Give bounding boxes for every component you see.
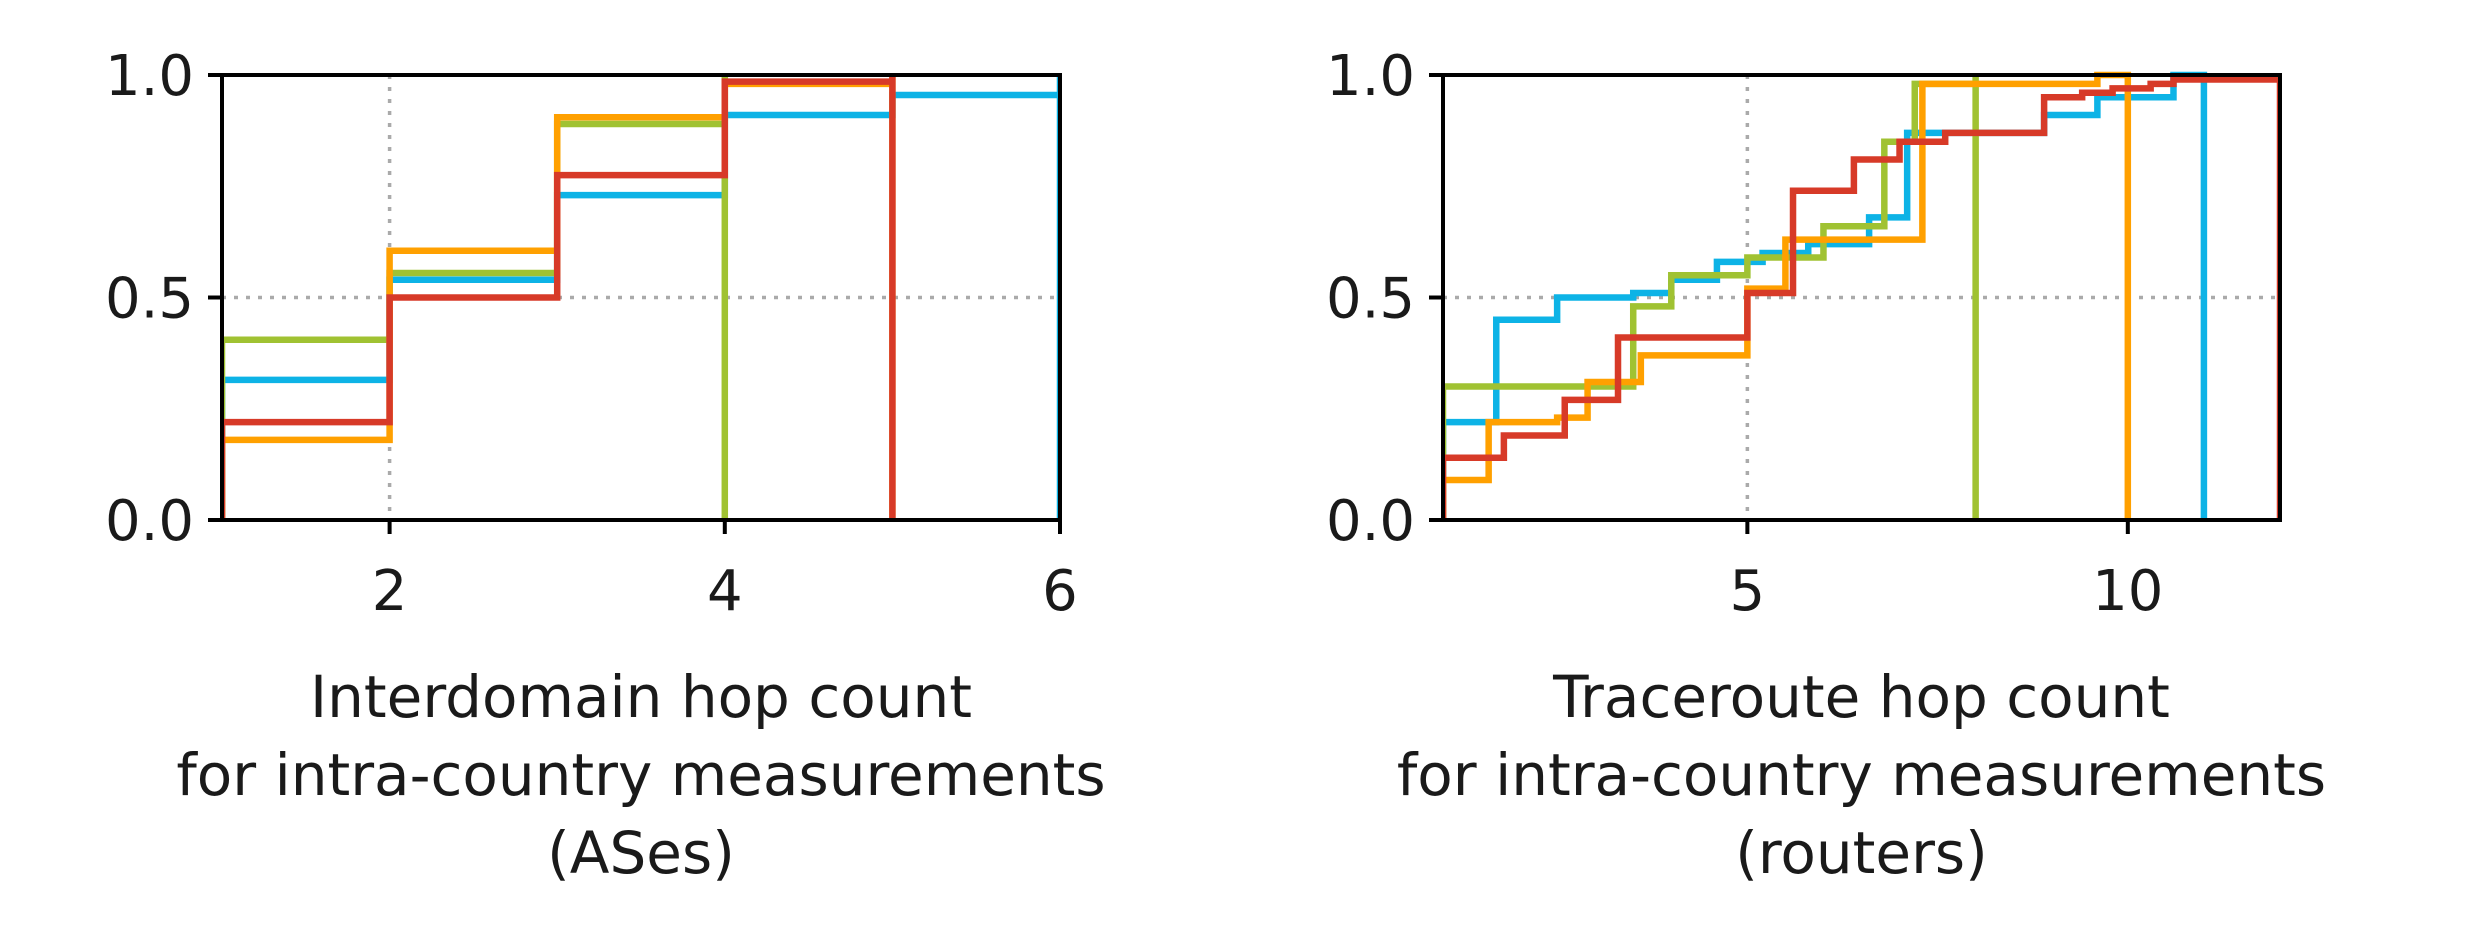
- left-xtick-label-0: 2: [372, 559, 408, 624]
- left-xlabel-line-0: Interdomain hop count: [310, 663, 972, 731]
- left-xlabel-line-1: for intra-country measurements: [176, 741, 1105, 809]
- left-series-3: [222, 75, 896, 520]
- left-xtick-label-1: 4: [707, 559, 743, 624]
- right-xtick-label-1: 10: [2092, 559, 2163, 624]
- left-plot-frame: [220, 73, 1062, 522]
- right-xtick-label-0: 5: [1730, 559, 1766, 624]
- left-ytick-label-0: 0.0: [105, 489, 194, 554]
- left-xtick-label-2: 6: [1042, 559, 1078, 624]
- right-chart-panel: 5 10 0.0 0.5 1.0 Traceroute hop count for intr…: [1326, 44, 2326, 887]
- right-series-2: [1443, 71, 2132, 520]
- right-xlabel-line-2: (routers): [1735, 819, 1988, 887]
- left-series-0: [222, 75, 1060, 520]
- right-series-0: [1443, 71, 2208, 520]
- right-ytick-label-0: 0.0: [1326, 489, 1415, 554]
- right-xlabel-line-0: Traceroute hop count: [1552, 663, 2170, 731]
- left-ytick-label-1: 0.5: [105, 267, 194, 332]
- right-series-3: [1443, 75, 2280, 520]
- right-ytick-label-2: 1.0: [1326, 44, 1415, 109]
- right-xlabel-line-1: for intra-country measurements: [1397, 741, 2326, 809]
- left-xlabel-line-2: (ASes): [547, 819, 735, 887]
- left-ytick-label-2: 1.0: [105, 44, 194, 109]
- right-ytick-label-1: 0.5: [1326, 267, 1415, 332]
- left-chart-panel: 2 4 6 0.0 0.5 1.0 Interdomain hop count for int…: [105, 44, 1106, 887]
